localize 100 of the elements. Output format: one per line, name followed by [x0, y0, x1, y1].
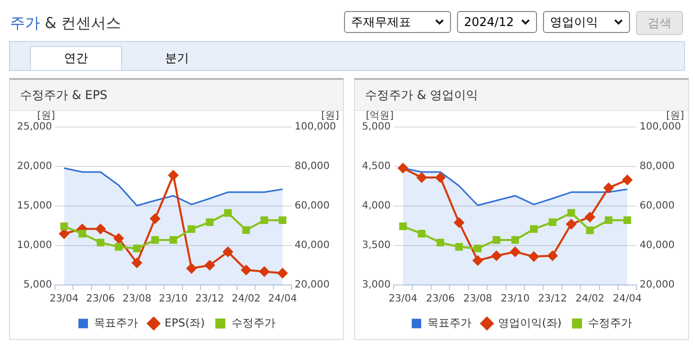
text: 2024/12	[464, 15, 514, 29]
point	[259, 266, 270, 277]
point	[188, 225, 196, 233]
point	[151, 236, 159, 244]
x-tick-label: 23/08	[463, 294, 492, 305]
point	[472, 256, 483, 266]
y-tick-label: 10,000	[16, 240, 52, 252]
point	[492, 236, 500, 244]
y-axis-title: [억원]	[366, 110, 394, 122]
point	[278, 268, 288, 278]
y2-tick-label: 60,000	[294, 200, 330, 212]
point	[436, 238, 444, 246]
point	[169, 236, 178, 244]
point	[133, 244, 141, 252]
text: 영업이익	[550, 14, 598, 30]
text: 분기	[164, 50, 190, 67]
x-tick-label: 24/04	[612, 294, 642, 305]
x-tick-label: 23/10	[158, 294, 188, 305]
point	[59, 228, 70, 239]
x-tick-label: 24/04	[268, 294, 297, 305]
y-tick-label: 5,000	[362, 122, 391, 133]
y-tick-label: 3,500	[362, 240, 391, 252]
point	[96, 238, 104, 246]
y2-tick-label: 80,000	[294, 161, 330, 172]
x-tick-label: 23/04	[50, 294, 79, 305]
y-tick-label: 4,500	[362, 161, 391, 172]
y-tick-label: 15,000	[16, 200, 52, 212]
y2-axis-title: [원]	[321, 110, 340, 122]
point	[399, 222, 407, 230]
point	[584, 212, 595, 222]
point	[511, 236, 519, 244]
chart-title: 수정주가 & EPS	[10, 80, 343, 111]
text: 주재무제표	[351, 14, 411, 30]
point	[548, 250, 558, 261]
y2-tick-label: 20,000	[640, 280, 675, 291]
point	[398, 163, 408, 174]
y-tick-label: 3,000	[362, 280, 391, 291]
y2-tick-label: 80,000	[640, 161, 675, 172]
legend-label: 수정주가	[231, 316, 276, 330]
point	[222, 246, 233, 257]
point	[454, 218, 464, 228]
y2-tick-label: 100,000	[640, 122, 682, 133]
x-tick-label: 23/12	[538, 294, 567, 305]
text: 검색	[636, 11, 683, 35]
point	[474, 244, 482, 252]
text: 주가 & 컨센서스	[10, 14, 122, 33]
point	[604, 182, 614, 193]
y-tick-label: 20,000	[16, 161, 52, 172]
x-tick-label: 24/02	[576, 294, 604, 305]
point	[96, 224, 106, 234]
y2-tick-label: 100,000	[294, 122, 336, 133]
point	[114, 243, 123, 251]
y-tick-label: 5,000	[23, 280, 52, 291]
legend-label: 목표주가	[94, 316, 138, 330]
point	[622, 174, 632, 185]
point	[168, 170, 178, 180]
point	[548, 218, 556, 226]
point	[260, 216, 268, 224]
x-tick-label: 23/10	[500, 294, 530, 305]
y2-tick-label: 40,000	[294, 240, 330, 252]
y2-tick-label: 60,000	[640, 200, 675, 212]
point	[278, 216, 286, 224]
point	[418, 230, 426, 238]
point	[132, 258, 142, 268]
point	[242, 226, 250, 234]
point	[566, 219, 576, 230]
point	[491, 250, 502, 261]
point	[204, 260, 215, 270]
x-tick-label: 23/08	[122, 294, 152, 305]
point	[150, 214, 160, 224]
legend-label: 영업이익(좌)	[498, 316, 562, 330]
point	[78, 230, 86, 238]
x-tick-label: 23/06	[86, 294, 115, 305]
legend-label: 목표주가	[427, 316, 472, 330]
point	[528, 252, 539, 262]
legend-label: 수정주가	[588, 316, 632, 330]
text: 연간	[30, 46, 122, 70]
point	[206, 218, 214, 226]
x-tick-label: 23/06	[426, 294, 455, 305]
point	[114, 233, 124, 244]
y-axis-title: [원]	[37, 110, 56, 122]
x-tick-label: 24/02	[232, 294, 261, 305]
point	[60, 222, 68, 230]
point	[224, 209, 232, 217]
legend-label: EPS(좌)	[164, 316, 205, 330]
chart-title: 수정주가 & 영업이익	[355, 80, 688, 111]
point	[586, 226, 594, 234]
y-tick-label: 4,000	[362, 200, 391, 212]
y-tick-label: 25,000	[16, 122, 52, 133]
point	[530, 225, 538, 233]
x-tick-label: 23/04	[388, 294, 418, 305]
x-tick-label: 23/12	[195, 294, 224, 305]
point	[186, 263, 197, 274]
point	[567, 209, 576, 217]
y2-axis-title: [원]	[666, 110, 684, 122]
point	[623, 216, 632, 224]
point	[510, 246, 520, 257]
y2-tick-label: 20,000	[294, 280, 330, 291]
point	[241, 264, 252, 275]
point	[435, 172, 446, 183]
